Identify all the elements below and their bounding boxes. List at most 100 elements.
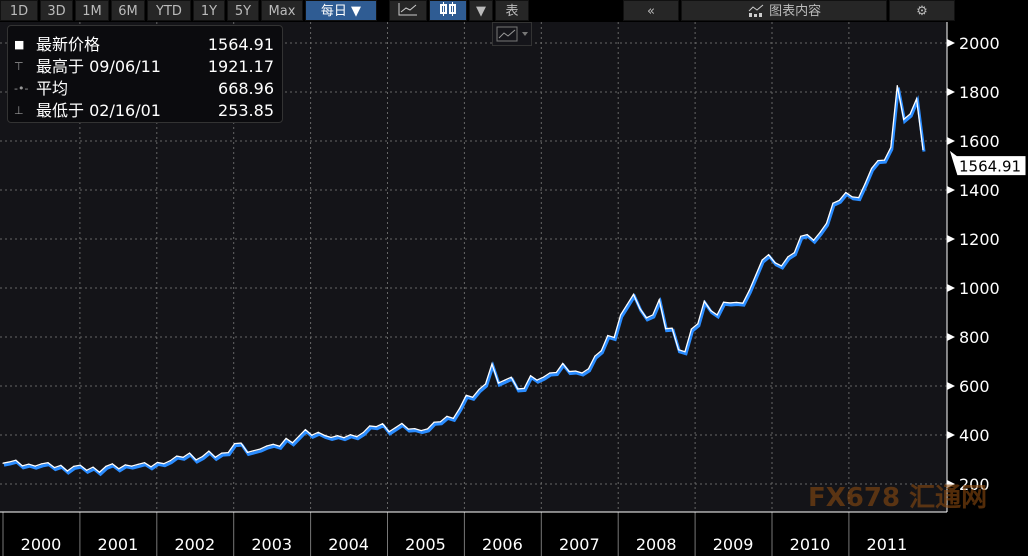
range-button-6m[interactable]: 6M bbox=[111, 0, 145, 21]
range-button-5y[interactable]: 5Y bbox=[227, 0, 259, 21]
data-point bbox=[298, 435, 300, 437]
data-point bbox=[234, 442, 236, 445]
legend-value: 1564.91 bbox=[207, 35, 274, 54]
data-point bbox=[484, 383, 487, 385]
candlestick-icon bbox=[440, 2, 456, 16]
data-point bbox=[639, 307, 641, 310]
data-point bbox=[555, 371, 557, 374]
data-point bbox=[324, 434, 326, 437]
tick-arrow bbox=[947, 137, 955, 145]
data-point bbox=[182, 456, 184, 458]
data-point bbox=[131, 465, 133, 467]
line-chart-button[interactable] bbox=[389, 0, 427, 21]
data-point bbox=[793, 252, 795, 254]
legend-label: 平均 bbox=[36, 79, 69, 98]
legend-value: 253.85 bbox=[218, 101, 274, 120]
legend-row: ■ 最新价格 1564.91 bbox=[14, 34, 282, 56]
x-tick-label: 2002 bbox=[174, 535, 215, 554]
data-point bbox=[465, 394, 467, 396]
series-line bbox=[2, 85, 924, 474]
chart-style-dropdown[interactable]: ▼ bbox=[469, 0, 493, 21]
chart-content-button[interactable]: 图表内容 bbox=[681, 0, 887, 21]
data-point bbox=[394, 427, 397, 429]
data-point bbox=[266, 445, 268, 447]
data-point bbox=[877, 160, 879, 162]
data-point bbox=[620, 314, 622, 316]
toolbar: 1D 3D 1M 6M YTD 1Y 5Y Max 每日 ▼ ▼ 表 « 图表内容 ⚙ bbox=[0, 0, 1028, 22]
data-point bbox=[201, 455, 204, 458]
data-point bbox=[73, 465, 75, 467]
data-point bbox=[317, 431, 319, 433]
data-point bbox=[2, 462, 4, 464]
data-point bbox=[407, 428, 409, 430]
data-point bbox=[362, 431, 364, 434]
data-point bbox=[922, 148, 924, 151]
data-point bbox=[542, 376, 545, 378]
data-point bbox=[909, 113, 911, 115]
range-button-3d[interactable]: 3D bbox=[40, 0, 73, 21]
data-point bbox=[710, 309, 712, 312]
data-point bbox=[787, 256, 789, 258]
data-point bbox=[137, 463, 139, 465]
data-point bbox=[169, 460, 171, 462]
tick-arrow bbox=[947, 235, 955, 243]
data-point bbox=[433, 421, 435, 423]
x-tick-label: 2008 bbox=[636, 535, 677, 554]
data-point bbox=[774, 262, 776, 264]
x-tick-label: 2005 bbox=[405, 535, 446, 554]
tick-arrow bbox=[947, 382, 955, 390]
legend-marker: -•- bbox=[14, 82, 29, 95]
tick-arrow bbox=[947, 284, 955, 292]
data-point bbox=[478, 388, 480, 391]
data-point bbox=[15, 459, 17, 461]
data-point bbox=[626, 304, 628, 306]
data-point bbox=[343, 437, 345, 439]
data-point bbox=[86, 469, 88, 471]
data-point bbox=[684, 351, 686, 353]
data-point bbox=[66, 470, 68, 472]
data-point bbox=[227, 452, 229, 454]
data-point bbox=[562, 362, 564, 365]
data-point bbox=[381, 423, 384, 425]
y-tick-label: 800 bbox=[959, 328, 990, 347]
data-point bbox=[356, 436, 358, 438]
tick-arrow bbox=[947, 333, 955, 341]
range-button-1d[interactable]: 1D bbox=[0, 0, 38, 21]
candlestick-button[interactable] bbox=[429, 0, 467, 21]
range-button-ytd[interactable]: YTD bbox=[147, 0, 191, 21]
range-button-1y[interactable]: 1Y bbox=[193, 0, 225, 21]
data-point bbox=[722, 301, 725, 303]
chart-type-button[interactable] bbox=[492, 22, 532, 46]
table-button[interactable]: 表 bbox=[495, 0, 529, 21]
y-tick-label: 400 bbox=[959, 426, 990, 445]
chart-content-label: 图表内容 bbox=[769, 4, 822, 19]
x-tick-label: 2001 bbox=[98, 535, 139, 554]
frequency-dropdown[interactable]: 每日 ▼ bbox=[305, 0, 377, 21]
x-tick-label: 2009 bbox=[713, 535, 754, 554]
data-point bbox=[176, 455, 178, 457]
x-tick-label: 2006 bbox=[482, 535, 523, 554]
data-point bbox=[652, 314, 654, 316]
data-point bbox=[279, 445, 281, 447]
range-button-max[interactable]: Max bbox=[261, 0, 303, 21]
settings-button[interactable]: ⚙ bbox=[889, 0, 955, 21]
data-point bbox=[240, 442, 242, 444]
collapse-button[interactable]: « bbox=[623, 0, 679, 21]
legend-label: 最新价格 bbox=[36, 35, 101, 54]
last-price-label: 1564.91 bbox=[959, 158, 1021, 176]
range-button-1m[interactable]: 1M bbox=[75, 0, 109, 21]
line-chart-icon bbox=[398, 3, 417, 16]
legend-value: 1921.17 bbox=[207, 57, 274, 76]
data-point bbox=[246, 451, 249, 453]
data-point bbox=[716, 314, 718, 316]
data-point bbox=[79, 464, 81, 466]
data-point bbox=[568, 370, 570, 373]
data-point bbox=[439, 421, 442, 423]
data-point bbox=[311, 434, 313, 436]
data-point bbox=[703, 300, 705, 302]
data-point bbox=[53, 466, 56, 469]
data-point bbox=[285, 437, 287, 440]
data-point bbox=[150, 466, 152, 468]
x-tick-label: 2003 bbox=[251, 535, 292, 554]
data-point bbox=[291, 442, 294, 444]
